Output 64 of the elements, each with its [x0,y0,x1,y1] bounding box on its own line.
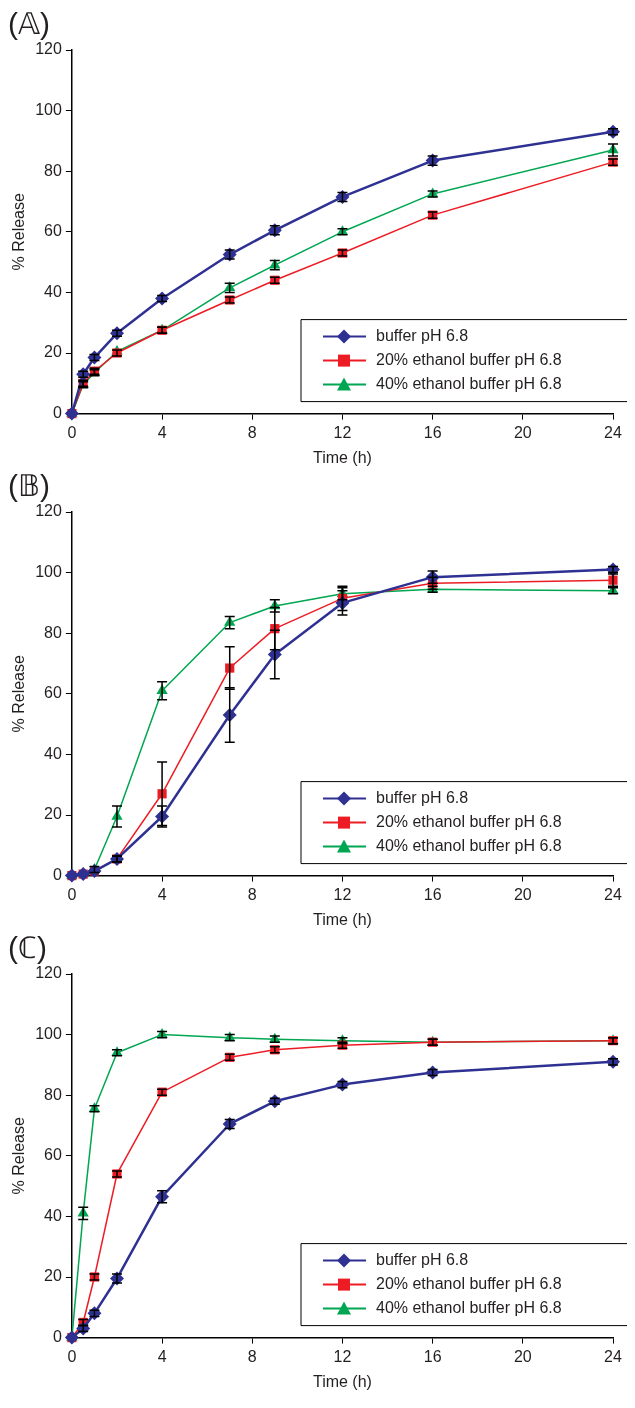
x-tick-label: 0 [67,1347,77,1365]
x-tick-label: 12 [333,1347,352,1365]
point [225,663,235,673]
x-tick-label: 24 [604,423,622,441]
y-axis-title: % Release [10,193,28,271]
legend-label: 40% ethanol buffer pH 6.8 [376,837,562,855]
x-tick-label: 20 [513,1347,532,1365]
x-tick-label: 0 [67,885,77,903]
x-axis-title: Time (h) [312,448,372,466]
x-tick-label: 16 [423,423,442,441]
x-tick-label: 16 [423,885,442,903]
y-tick-label: 60 [44,1146,62,1164]
point [606,1054,620,1069]
x-tick-label: 8 [247,885,257,903]
x-tick-label: 4 [157,885,167,903]
y-tick-label: 40 [44,282,62,300]
x-tick-label: 20 [513,885,532,903]
x-axis-title: Time (h) [312,910,372,928]
y-tick-label: 20 [44,1267,62,1285]
x-tick-label: 0 [67,423,77,441]
x-tick-label: 12 [333,885,352,903]
y-tick-label: 20 [44,805,62,823]
y-tick-label: 20 [44,343,62,361]
x-tick-label: 16 [423,1347,442,1365]
y-tick-label: 100 [35,101,62,119]
x-tick-label: 24 [604,885,622,903]
y-tick-label: 40 [44,1206,62,1224]
y-tick-label: 100 [35,563,62,581]
point [76,367,91,382]
y-tick-label: 0 [52,404,62,422]
x-tick-label: 20 [513,423,532,441]
chart-title: (ℂ) [8,931,47,965]
y-tick-label: 120 [35,40,62,58]
y-axis-title: % Release [10,1117,28,1195]
x-tick-label: 4 [157,423,167,441]
legend-label: buffer pH 6.8 [376,1251,469,1269]
y-tick-label: 120 [35,964,62,982]
x-tick-label: 12 [333,423,352,441]
y-tick-label: 80 [44,161,62,179]
y-tick-label: 80 [44,1085,62,1103]
legend-label: buffer pH 6.8 [376,327,469,345]
y-tick-label: 0 [52,866,62,884]
x-tick-label: 4 [157,1347,167,1365]
y-tick-label: 120 [35,502,62,520]
y-tick-label: 100 [35,1025,62,1043]
y-tick-label: 80 [44,623,62,641]
y-tick-label: 60 [44,684,62,702]
y-tick-label: 40 [44,744,62,762]
y-axis-title: % Release [10,655,28,733]
point [606,124,620,139]
legend-label: buffer pH 6.8 [376,789,469,807]
y-tick-label: 60 [44,222,62,240]
legend-label: 20% ethanol buffer pH 6.8 [376,813,562,831]
x-tick-label: 8 [247,423,257,441]
x-tick-label: 8 [247,1347,257,1365]
x-tick-label: 24 [604,1347,622,1365]
chart-title: (𝔸) [8,7,50,41]
legend-label: 40% ethanol buffer pH 6.8 [376,1299,562,1317]
legend-label: 40% ethanol buffer pH 6.8 [376,375,562,393]
x-axis-title: Time (h) [312,1372,372,1390]
chart-title: (𝔹) [8,469,50,503]
legend-label: 20% ethanol buffer pH 6.8 [376,1275,562,1293]
y-tick-label: 0 [52,1328,62,1346]
legend-label: 20% ethanol buffer pH 6.8 [376,351,562,369]
